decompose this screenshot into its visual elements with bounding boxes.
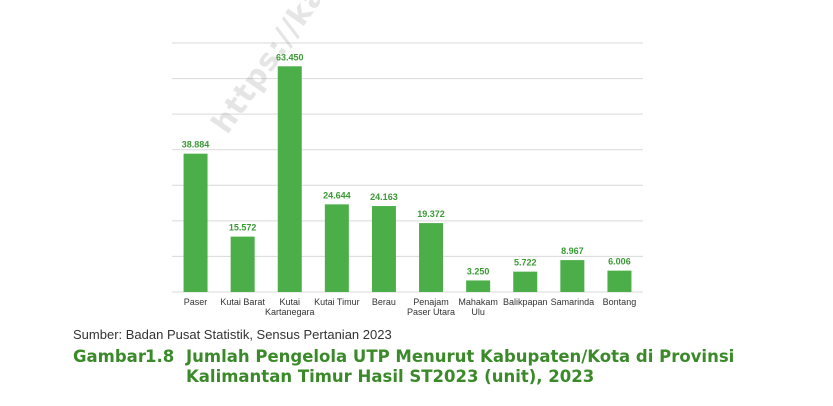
bar-7 xyxy=(466,280,491,292)
category-label-3: Kutai Kartanegara xyxy=(265,297,315,317)
category-label-4: Kutai Timur xyxy=(314,297,360,307)
value-label-7: 3.250 xyxy=(467,266,490,276)
value-label-1: 38.884 xyxy=(182,140,210,150)
value-label-8: 5.722 xyxy=(514,258,537,268)
value-label-9: 8.967 xyxy=(561,246,584,256)
category-label-7: Mahakam Ulu xyxy=(458,297,498,317)
figure-title: Jumlah Pengelola UTP Menurut Kabupaten/K… xyxy=(186,347,735,386)
value-label-5: 24.163 xyxy=(370,192,398,202)
figure-label: Gambar xyxy=(73,347,146,366)
bar-chart: 38.884 Paser 15.572 Kutai Barat 63.450 Kutai K… xyxy=(172,42,643,317)
bar-2 xyxy=(230,236,255,292)
category-label-5: Berau xyxy=(372,297,396,307)
bar-8 xyxy=(513,271,538,292)
value-label-6: 19.372 xyxy=(417,209,445,219)
bar-5 xyxy=(371,206,396,292)
category-label-6: Penajam Paser Utara xyxy=(407,297,455,317)
category-label-1: Paser xyxy=(184,297,208,307)
category-label-9: Samarinda xyxy=(551,297,595,307)
category-label-2: Kutai Barat xyxy=(220,297,265,307)
value-label-10: 6.006 xyxy=(608,257,631,267)
value-label-3: 63.450 xyxy=(276,52,304,62)
bar-10 xyxy=(607,270,632,292)
source-note: Sumber: Badan Pusat Statistik, Sensus Pe… xyxy=(73,327,392,342)
bar-9 xyxy=(560,260,585,292)
bar-1 xyxy=(183,153,208,292)
value-label-4: 24.644 xyxy=(323,190,351,200)
category-label-8: Balikpapan xyxy=(503,297,548,307)
category-label-10: Bontang xyxy=(603,297,637,307)
bar-4 xyxy=(324,204,349,292)
figure-number: 1.8 xyxy=(145,347,175,366)
value-label-2: 15.572 xyxy=(229,223,257,233)
bar-6 xyxy=(419,223,444,292)
bar-3 xyxy=(277,66,302,292)
